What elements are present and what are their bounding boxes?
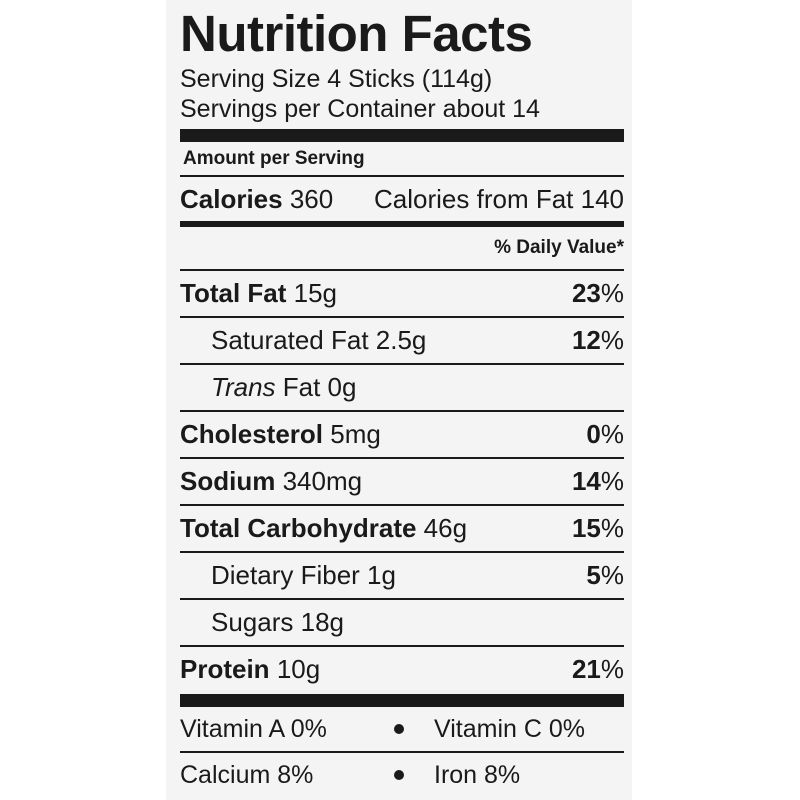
daily-value-percent: 14% xyxy=(571,466,624,496)
divider xyxy=(180,410,624,412)
divider xyxy=(180,457,624,459)
servings-per-container: Servings per Container about 14 xyxy=(180,95,540,123)
nutrient-row-trans-fat: Trans Fat 0g xyxy=(180,365,624,410)
nutrient-row-cholesterol: Cholesterol 5mg 0% xyxy=(180,412,624,457)
nutrient-name: Sugars 18g xyxy=(211,607,344,637)
nutrient-row-sugars: Sugars 18g xyxy=(180,600,624,645)
nutrition-facts-label: Nutrition Facts Serving Size 4 Sticks (1… xyxy=(180,0,624,797)
nutrient-amount: 10g xyxy=(276,654,321,684)
nutrient-name: Saturated Fat 2.5g xyxy=(211,325,427,355)
divider xyxy=(180,504,624,506)
daily-value-percent: 21% xyxy=(571,654,624,684)
nutrient-name: Sodium xyxy=(180,466,276,496)
calories-from-fat: Calories from Fat 140 xyxy=(374,183,624,214)
nutrient-amount: 5mg xyxy=(330,419,381,449)
nutrient-name: Protein xyxy=(180,654,270,684)
calories-row: Calories 360 Calories from Fat 140 xyxy=(180,177,624,221)
vitamin-a: Vitamin A 0% xyxy=(180,714,327,743)
daily-value-percent: 0% xyxy=(586,419,624,449)
calories: Calories 360 xyxy=(180,184,333,215)
nutrient-row-dietary-fiber: Dietary Fiber 1g 5% xyxy=(180,553,624,598)
nutrient-row-total-carbohydrate: Total Carbohydrate 46g 15% xyxy=(180,506,624,551)
nutrient-row-total-fat: Total Fat 15g 23% xyxy=(180,271,624,316)
label-title: Nutrition Facts xyxy=(180,5,533,62)
divider xyxy=(180,551,624,553)
bullet-icon xyxy=(394,770,404,780)
mineral-row: Calcium 8% Iron 8% xyxy=(180,753,624,797)
iron: Iron 8% xyxy=(434,760,521,789)
divider xyxy=(180,751,624,753)
divider xyxy=(180,175,624,177)
serving-size: Serving Size 4 Sticks (114g) xyxy=(180,65,493,93)
divider xyxy=(180,598,624,600)
thick-divider xyxy=(180,129,624,142)
nutrient-row-protein: Protein 10g 21% xyxy=(180,647,624,692)
daily-value-header: % Daily Value* xyxy=(494,237,624,258)
nutrient-row-saturated-fat: Saturated Fat 2.5g 12% xyxy=(180,318,624,363)
nutrient-name: Dietary Fiber 1g xyxy=(211,560,396,590)
nutrient-amount: 340mg xyxy=(282,466,363,496)
divider xyxy=(180,645,624,647)
calories-value: 360 xyxy=(289,183,334,214)
divider xyxy=(180,316,624,318)
thick-divider xyxy=(180,694,624,707)
nutrient-name: Total Fat xyxy=(180,278,287,308)
daily-value-percent: 23% xyxy=(571,278,624,308)
amount-per-serving: Amount per Serving xyxy=(183,148,365,169)
trans-prefix: Trans xyxy=(211,372,276,402)
divider xyxy=(180,269,624,271)
nutrient-row-sodium: Sodium 340mg 14% xyxy=(180,459,624,504)
vitamin-row: Vitamin A 0% Vitamin C 0% xyxy=(180,707,624,751)
nutrient-name: Fat 0g xyxy=(282,372,357,402)
divider xyxy=(180,363,624,365)
nutrient-name: Total Carbohydrate xyxy=(180,513,417,543)
calcium: Calcium 8% xyxy=(180,760,314,789)
nutrient-name: Cholesterol xyxy=(180,419,324,449)
nutrient-amount: 46g xyxy=(423,513,468,543)
daily-value-percent: 12% xyxy=(571,325,624,355)
daily-value-percent: 15% xyxy=(571,513,624,543)
bullet-icon xyxy=(394,724,404,734)
nutrient-amount: 15g xyxy=(293,278,338,308)
daily-value-percent: 5% xyxy=(586,560,624,590)
vitamin-c: Vitamin C 0% xyxy=(434,714,585,743)
medium-divider xyxy=(180,221,624,227)
calories-label: Calories xyxy=(180,183,283,214)
